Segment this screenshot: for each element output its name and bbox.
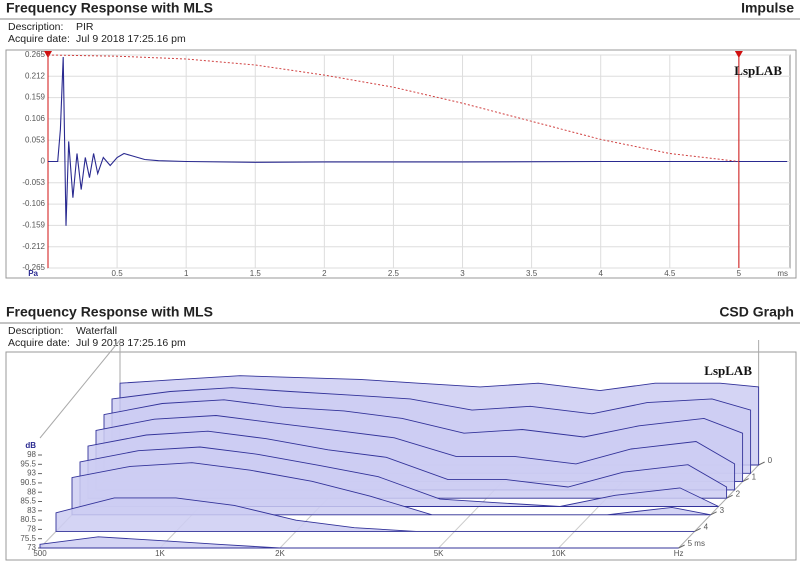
watermark: LspLAB [704, 363, 752, 378]
t-tick-label: 0 [768, 456, 773, 465]
x-unit: Hz [674, 549, 684, 558]
x-tick-label: 10K [552, 549, 567, 558]
x-tick-label: 0.5 [112, 269, 124, 278]
description: Waterfall [76, 325, 117, 337]
z-tick-label: 90.5 [20, 478, 36, 487]
x-tick-label: 4 [598, 269, 603, 278]
y-tick-label: -0.053 [22, 178, 45, 187]
tick-mark [742, 478, 749, 483]
tick-mark [758, 461, 765, 466]
x-tick-label: 4.5 [664, 269, 676, 278]
t-tick-label: 4 [704, 523, 709, 532]
t-tick-label: 5 ms [688, 539, 705, 548]
date-label: Acquire date: [8, 33, 70, 45]
y-tick-label: -0.106 [22, 199, 45, 208]
x-tick-label: 2K [275, 549, 285, 558]
tick-mark [678, 544, 685, 549]
tick-mark [694, 527, 701, 532]
x-tick-label: 500 [33, 549, 47, 558]
y-tick-label: 0.212 [25, 71, 46, 80]
description: PIR [76, 21, 94, 33]
title: Frequency Response with MLS [6, 304, 213, 320]
slice [55, 497, 695, 532]
z-tick-label: 98 [27, 450, 36, 459]
cursor-marker [734, 51, 743, 58]
z-tick-label: 73 [27, 543, 36, 552]
date: Jul 9 2018 17:25.16 pm [76, 337, 186, 349]
series-line [47, 54, 739, 162]
z-tick-label: 93 [27, 469, 36, 478]
z-tick-label: 80.5 [20, 515, 36, 524]
description-label: Description: [8, 21, 63, 33]
date-label: Acquire date: [8, 337, 70, 349]
y-tick-label: 0.106 [25, 114, 46, 123]
x-tick-label: 2 [322, 269, 327, 278]
tick-mark [726, 494, 733, 499]
x-tick-label: 1 [184, 269, 189, 278]
panel-title: Impulse [741, 0, 794, 16]
tick-mark [710, 511, 717, 516]
date: Jul 9 2018 17:25.16 pm [76, 33, 186, 45]
z-tick-label: 85.5 [20, 497, 36, 506]
slice [71, 462, 711, 516]
y-tick-label: -0.265 [22, 263, 45, 272]
z-tick-label: 83 [27, 506, 36, 515]
t-tick-label: 3 [720, 506, 725, 515]
x-tick-label: 5K [434, 549, 444, 558]
t-tick-label: 1 [752, 473, 757, 482]
x-tick-label: 3.5 [526, 269, 538, 278]
series-line [48, 56, 788, 226]
y-tick-label: 0.159 [25, 93, 46, 102]
z-tick-label: 78 [27, 525, 36, 534]
x-tick-label: 2.5 [388, 269, 400, 278]
watermark: LspLAB [734, 63, 782, 78]
z-tick-label: 75.5 [20, 534, 36, 543]
x-unit: ms [777, 269, 788, 278]
t-tick-label: 2 [736, 489, 741, 498]
slice [39, 536, 679, 549]
x-tick-label: 1.5 [250, 269, 262, 278]
x-tick-label: 3 [460, 269, 465, 278]
title: Frequency Response with MLS [6, 0, 213, 16]
y-tick-label: -0.159 [22, 221, 45, 230]
z-unit: dB [25, 441, 36, 450]
y-unit: Pa [28, 269, 38, 278]
x-tick-label: 1K [155, 549, 165, 558]
y-tick-label: 0 [41, 157, 46, 166]
panel-title: CSD Graph [719, 304, 794, 320]
y-tick-label: 0.053 [25, 135, 46, 144]
cursor-marker [44, 51, 52, 58]
y-tick-label: -0.212 [22, 242, 45, 251]
y-tick-label: 0.265 [25, 50, 46, 59]
z-tick-label: 95.5 [20, 459, 36, 468]
x-tick-label: 5 [737, 269, 742, 278]
z-tick-label: 88 [27, 487, 36, 496]
description-label: Description: [8, 325, 63, 337]
